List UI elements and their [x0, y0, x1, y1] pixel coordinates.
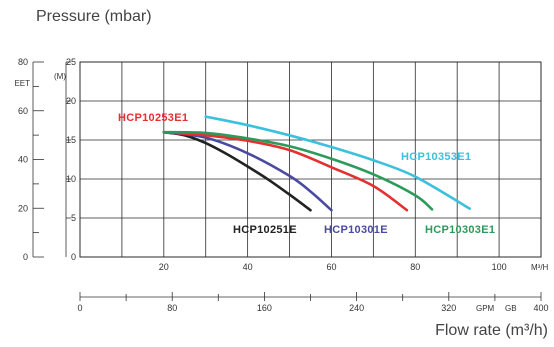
y-tick-label-metres: 15 [66, 135, 76, 145]
y-tick-label-feet: 80 [18, 57, 28, 67]
x-tick-label-m3h: 40 [243, 262, 253, 272]
y-tick-label-feet: 40 [18, 155, 28, 165]
series-line-hcp10301e [162, 130, 333, 212]
y-tick-label-feet: 20 [18, 203, 28, 213]
series-line-hcp10303e1 [162, 130, 434, 211]
y-tick-label-metres: 10 [66, 174, 76, 184]
y-tick-label-metres: 20 [66, 96, 76, 106]
series-line-hcp10251e [162, 130, 312, 212]
x-tick-label-gpm: 0 [77, 303, 82, 313]
x-tick-label-gpm: 320 [441, 303, 456, 313]
x-tick-label-gpm: 80 [167, 303, 177, 313]
y-tick-label-feet: 0 [23, 252, 28, 262]
y-tick-label-feet: 60 [18, 106, 28, 116]
series-line-hcp10253e1 [162, 130, 409, 212]
x-axis-gpm-unit: GPM [476, 304, 495, 313]
x-axis-title: Flow rate (m³/h) [435, 322, 548, 339]
y-tick-label-metres: 0 [71, 252, 76, 262]
x-tick-label-m3h: 60 [326, 262, 336, 272]
x-tick-label-m3h: 80 [410, 262, 420, 272]
x-tick-label-m3h: 100 [492, 262, 507, 272]
series-label-hcp10251e: HCP10251E [233, 224, 297, 236]
y-axis-metres-unit: (M) [54, 72, 66, 81]
series-label-hcp10303e1: HCP10303E1 [425, 224, 495, 236]
chart-title: Pressure (mbar) [36, 8, 152, 25]
x-tick-label-gpm: 400 [533, 303, 548, 313]
series-line-hcp10353e1 [204, 115, 472, 210]
y-tick-label-metres: 25 [66, 57, 76, 67]
x-tick-label-gpm: 160 [257, 303, 272, 313]
y-tick-label-metres: 5 [71, 213, 76, 223]
x-tick-label-gpm: 240 [349, 303, 364, 313]
series-label-hcp10253e1: HCP10253E1 [118, 112, 188, 124]
x-axis-m3h-unit: M³/H [531, 263, 549, 272]
plot-frame [79, 61, 542, 258]
series-label-hcp10353e1: HCP10353E1 [401, 151, 471, 163]
y-axis-feet-unit: EET [14, 79, 30, 88]
x-axis-gb-unit: GB [505, 304, 517, 313]
series-label-hcp10301e: HCP10301E [324, 224, 388, 236]
x-tick-label-m3h: 20 [159, 262, 169, 272]
